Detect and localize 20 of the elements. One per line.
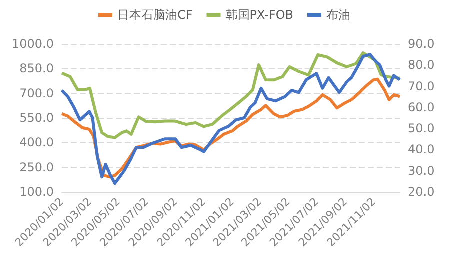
y2-tick-label: 70.0 bbox=[408, 79, 435, 94]
line-series bbox=[60, 52, 402, 140]
y2-tick-label: 40.0 bbox=[408, 142, 435, 157]
y-tick-label: 850.0 bbox=[20, 62, 54, 76]
y-tick-label: 1000.0 bbox=[12, 37, 54, 51]
y-tick-label: 550.0 bbox=[20, 111, 54, 125]
y2-tick-label: 30.0 bbox=[408, 164, 435, 178]
y-tick-label: 400.0 bbox=[20, 136, 54, 150]
y-tick-label: 700.0 bbox=[20, 86, 54, 100]
y2-tick-label: 90.0 bbox=[408, 37, 435, 51]
y2-tick-label: 50.0 bbox=[408, 122, 435, 136]
legend-label: 韩国PX-FOB bbox=[226, 8, 294, 22]
y-tick-label: 250.0 bbox=[20, 160, 54, 174]
y2-tick-label: 20.0 bbox=[408, 185, 435, 199]
y2-tick-label: 80.0 bbox=[408, 58, 435, 72]
y2-tick-label: 60.0 bbox=[408, 100, 435, 114]
y-tick-label: 100.0 bbox=[20, 185, 54, 199]
legend-label: 布油 bbox=[326, 8, 351, 22]
line-series bbox=[60, 53, 402, 186]
legend-label: 日本石脑油CF bbox=[117, 8, 193, 22]
